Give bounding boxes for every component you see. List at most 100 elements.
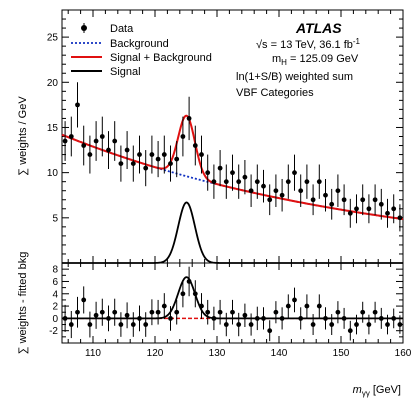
data-marker [81,143,87,148]
residual-point [267,320,273,342]
residual-point [75,296,80,328]
residual-point [316,294,322,318]
data-marker [298,188,304,194]
x-tick-label: 120 [147,348,164,359]
main-data-points [62,82,403,232]
residual-marker [316,303,322,309]
data-point [254,164,260,199]
residual-marker [93,312,99,318]
data-point [310,184,316,216]
data-point [366,194,372,224]
residual-point [168,306,173,331]
residual-marker [186,279,192,284]
residual-point [211,306,217,331]
data-marker [397,215,403,221]
residual-point [285,294,291,318]
x-axis-label: mγγ [GeV] [353,384,401,398]
residual-marker [99,309,105,315]
x-axis-symbol: m [353,384,362,396]
residual-marker [217,309,223,315]
residual-marker [391,315,397,321]
residual-marker [378,315,384,321]
data-marker [106,147,111,153]
data-marker [378,201,384,207]
residual-point [137,305,142,332]
residual-marker [192,291,198,297]
data-point [323,178,328,212]
residual-point [341,307,347,329]
residual-point [99,298,105,326]
residual-point [87,311,93,338]
residual-point [149,299,155,326]
data-marker [273,188,279,194]
residual-point [155,299,161,325]
residual-point [230,299,235,325]
data-point [242,159,248,195]
data-point [62,121,68,161]
data-marker [242,174,248,180]
residual-marker [118,322,124,327]
residual-marker [81,297,87,303]
higgs-mass-value: = 125.09 GeV [287,53,359,65]
data-marker [223,179,229,185]
data-point [180,116,186,157]
data-marker [254,179,260,185]
residual-marker [174,309,180,315]
data-point [205,154,211,191]
data-marker [137,152,142,157]
data-marker [316,179,322,185]
y-tick-label: 6 [52,277,58,288]
residual-marker [323,315,328,321]
energy-lumi-text: √s = 13 TeV, 36.1 fb [256,39,353,51]
data-marker [211,179,217,185]
data-marker [130,161,136,167]
data-marker [174,156,180,162]
x-tick-label: 110 [85,348,101,359]
data-point [292,154,297,191]
y-tick-label: 25 [47,33,59,44]
data-marker [261,183,266,189]
x-tick-labels: 110 120 130 140 150 160 [85,348,412,359]
data-marker [279,192,285,198]
y-tick-label: 2 [52,302,58,313]
residual-point [347,320,353,341]
data-marker [180,134,186,139]
data-marker [248,188,254,194]
residual-marker [161,303,167,309]
residual-point [248,313,254,336]
residual-point [130,312,136,337]
data-marker [99,134,105,139]
main-y-axis-label: ∑ weights / GeV [17,96,29,176]
data-point [316,164,322,199]
residual-point [186,266,192,297]
residual-marker [180,291,186,297]
residual-marker [137,315,142,321]
data-point [143,150,149,187]
data-marker [341,197,347,203]
data-marker [335,188,341,194]
legend-signal-label: Signal [110,66,141,78]
data-point [99,116,105,157]
residual-point [143,312,149,337]
residual-marker [310,322,316,327]
data-point [93,121,99,161]
data-marker [391,206,397,212]
x-tick-label: 140 [271,348,288,359]
data-point [87,135,93,174]
category-label: VBF Categories [236,87,314,99]
data-marker [323,192,328,198]
data-point [124,131,130,170]
residual-plot-frame [61,262,404,344]
residual-marker [329,322,335,327]
legend-sb-label: Signal + Background [110,52,212,64]
data-marker [161,152,167,157]
y-tick-label: 0 [52,314,58,325]
higgs-mass-symbol: m [272,53,281,65]
data-marker [149,152,155,157]
residual-marker [372,309,378,315]
legend-entry-signal-plus-background: Signal + Background [71,52,212,64]
data-marker [192,143,198,148]
residual-point [62,304,68,332]
residual-marker [75,309,80,315]
